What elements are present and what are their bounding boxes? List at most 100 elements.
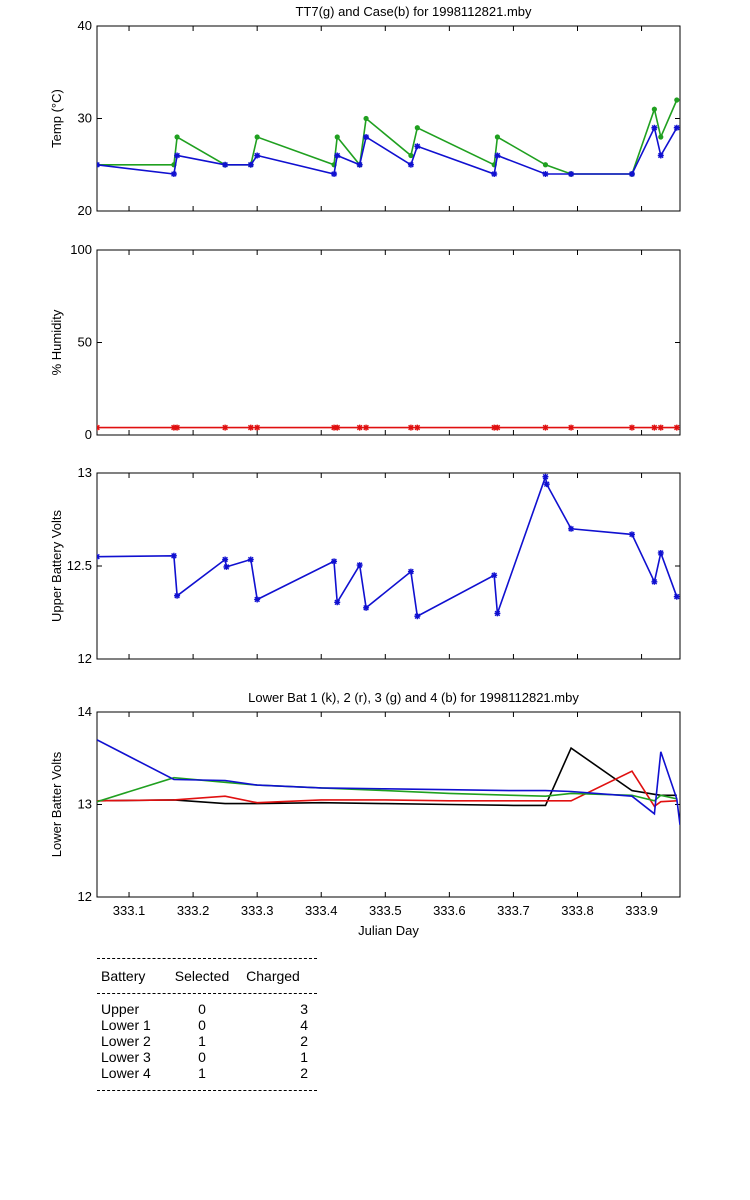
data-point bbox=[407, 161, 414, 168]
data-point bbox=[222, 161, 229, 168]
data-point bbox=[174, 134, 180, 140]
data-point bbox=[542, 162, 549, 168]
y-tick-label: 100 bbox=[70, 242, 92, 257]
data-point bbox=[97, 424, 100, 431]
header-battery: Battery bbox=[101, 968, 146, 984]
data-point bbox=[247, 424, 254, 431]
data-point bbox=[491, 572, 498, 579]
y-axis-label: Temp (°C) bbox=[49, 89, 64, 148]
plot-frame bbox=[96, 711, 681, 898]
x-tick-label: 333.2 bbox=[177, 903, 210, 918]
series-line bbox=[97, 476, 678, 618]
data-point bbox=[331, 424, 338, 431]
data-point bbox=[254, 134, 260, 140]
table-header-row: Battery Selected Charged bbox=[97, 959, 317, 993]
series-upper bbox=[97, 473, 680, 620]
data-point bbox=[407, 568, 414, 575]
data-point bbox=[334, 599, 341, 606]
data-point bbox=[651, 578, 658, 585]
data-point bbox=[494, 134, 501, 140]
plot-frame bbox=[96, 249, 681, 436]
plot-frame bbox=[96, 472, 681, 660]
data-point bbox=[651, 124, 658, 131]
data-point bbox=[356, 161, 363, 168]
y-tick-label: 30 bbox=[78, 111, 92, 126]
data-point bbox=[363, 115, 369, 122]
series-case bbox=[97, 124, 680, 177]
chart-panel-4: 333.1 333.2 333.3 333.4 333.5 333.6 333.7 333.8… bbox=[49, 690, 681, 938]
row-charged: 1 bbox=[300, 1049, 308, 1065]
table-header-rule bbox=[97, 993, 317, 994]
data-point bbox=[222, 424, 229, 431]
data-point bbox=[174, 592, 181, 599]
table-row: Lower 4 1 2 bbox=[97, 1065, 317, 1081]
data-point bbox=[254, 424, 261, 431]
data-point bbox=[97, 161, 100, 168]
data-point bbox=[568, 424, 575, 431]
data-point bbox=[673, 593, 680, 600]
x-tick-label: 333.7 bbox=[497, 903, 530, 918]
header-selected: Selected bbox=[174, 968, 230, 984]
data-point bbox=[658, 134, 664, 140]
series-line bbox=[97, 746, 677, 807]
data-point bbox=[414, 424, 421, 431]
chart-title: TT7(g) and Case(b) for 1998112821.mby bbox=[295, 4, 532, 19]
y-tick-label: 40 bbox=[78, 18, 92, 33]
x-tick-label: 333.4 bbox=[305, 903, 338, 918]
data-point bbox=[494, 152, 501, 159]
y-axis-label: % Humidity bbox=[49, 309, 64, 375]
data-point bbox=[651, 106, 657, 112]
data-point bbox=[494, 610, 501, 617]
data-point bbox=[568, 171, 575, 177]
chart-panel-3: 12 12.5 13 Upper Battery Volts bbox=[49, 465, 681, 666]
data-point bbox=[542, 171, 549, 177]
data-point bbox=[170, 552, 177, 559]
data-point bbox=[334, 152, 341, 159]
battery-status-table: Battery Selected Charged Upper 0 3 Lower… bbox=[97, 958, 317, 1091]
data-point bbox=[174, 424, 181, 431]
chart-title: Lower Bat 1 (k), 2 (r), 3 (g) and 4 (b) … bbox=[248, 690, 579, 705]
header-charged: Charged bbox=[246, 968, 300, 984]
x-axis-label: Julian Day bbox=[358, 923, 419, 938]
data-point bbox=[628, 171, 635, 177]
data-point bbox=[363, 604, 370, 611]
data-point bbox=[414, 125, 420, 131]
data-point bbox=[542, 473, 549, 480]
data-point bbox=[407, 424, 414, 431]
series-line bbox=[97, 776, 677, 803]
data-point bbox=[494, 424, 501, 431]
data-point bbox=[170, 171, 177, 177]
x-tick-label: 333.5 bbox=[369, 903, 402, 918]
y-tick-label: 0 bbox=[85, 427, 92, 442]
y-tick-label: 20 bbox=[78, 203, 92, 218]
data-point bbox=[331, 558, 338, 565]
plot-frame bbox=[96, 25, 681, 212]
row-battery: Lower 2 bbox=[101, 1033, 151, 1049]
data-point bbox=[408, 152, 414, 159]
row-battery: Lower 3 bbox=[101, 1049, 151, 1065]
row-charged: 2 bbox=[300, 1033, 308, 1049]
row-charged: 3 bbox=[300, 1001, 308, 1017]
data-point bbox=[254, 596, 261, 603]
x-tick-label: 333.1 bbox=[113, 903, 146, 918]
data-point bbox=[542, 424, 549, 431]
data-point bbox=[628, 531, 635, 538]
series-lower-4 bbox=[97, 739, 680, 825]
series-humidity bbox=[97, 424, 680, 431]
y-tick-label: 14 bbox=[78, 704, 92, 719]
data-point bbox=[356, 562, 363, 569]
data-point bbox=[334, 134, 340, 140]
table-row: Lower 1 0 4 bbox=[97, 1017, 317, 1033]
y-tick-label: 13 bbox=[78, 465, 92, 480]
series-lower-3 bbox=[97, 776, 677, 803]
data-point bbox=[414, 143, 421, 150]
data-point bbox=[97, 553, 100, 560]
data-point bbox=[356, 424, 363, 431]
table-row: Lower 3 0 1 bbox=[97, 1049, 317, 1065]
chart-panel-1: 20 30 40 TT7(g) and Case(b) for 1998112821.… bbox=[49, 4, 681, 218]
series-line bbox=[97, 739, 680, 825]
table-row: Upper 0 3 bbox=[97, 1001, 317, 1017]
data-point bbox=[657, 549, 664, 556]
y-tick-label: 50 bbox=[78, 335, 92, 350]
series-lower-1 bbox=[97, 746, 677, 807]
